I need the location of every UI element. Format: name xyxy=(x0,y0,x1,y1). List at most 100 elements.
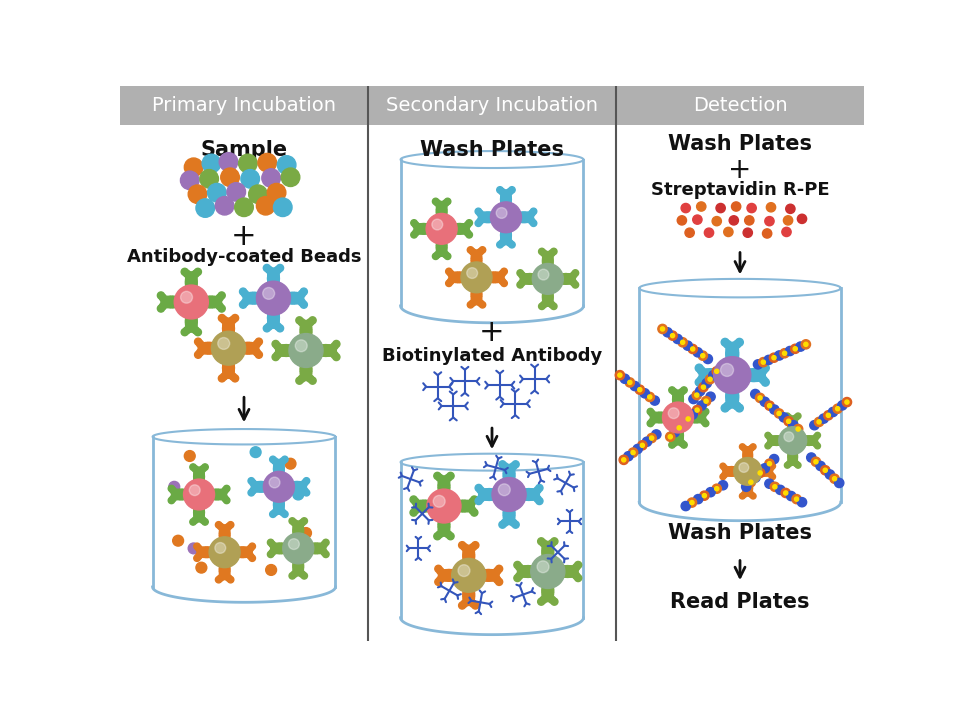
Circle shape xyxy=(516,212,527,222)
Circle shape xyxy=(673,438,680,445)
Circle shape xyxy=(838,401,847,410)
Circle shape xyxy=(331,351,338,359)
Circle shape xyxy=(804,436,814,446)
Circle shape xyxy=(295,294,301,302)
Circle shape xyxy=(766,441,773,447)
Circle shape xyxy=(223,318,234,329)
Circle shape xyxy=(518,271,525,278)
Circle shape xyxy=(256,282,291,315)
Circle shape xyxy=(569,568,576,575)
Circle shape xyxy=(570,279,577,286)
Circle shape xyxy=(439,525,449,536)
Circle shape xyxy=(423,224,433,234)
Circle shape xyxy=(788,456,798,465)
Circle shape xyxy=(745,449,751,454)
Circle shape xyxy=(729,344,736,352)
Circle shape xyxy=(759,467,769,476)
Circle shape xyxy=(297,297,303,304)
Circle shape xyxy=(161,301,168,307)
Text: Wash Plates: Wash Plates xyxy=(420,140,564,160)
Circle shape xyxy=(221,373,228,380)
Circle shape xyxy=(194,505,204,516)
Circle shape xyxy=(835,407,840,411)
Circle shape xyxy=(180,171,199,189)
Circle shape xyxy=(241,299,249,306)
Circle shape xyxy=(192,517,199,523)
Circle shape xyxy=(747,490,753,496)
Circle shape xyxy=(203,342,215,354)
Circle shape xyxy=(710,369,722,381)
Circle shape xyxy=(784,462,790,468)
Circle shape xyxy=(495,578,503,585)
Circle shape xyxy=(743,447,749,453)
Circle shape xyxy=(313,543,324,554)
Circle shape xyxy=(530,491,538,498)
Circle shape xyxy=(479,489,490,500)
Circle shape xyxy=(289,518,296,524)
Circle shape xyxy=(451,274,457,281)
Circle shape xyxy=(296,317,303,324)
Circle shape xyxy=(245,294,252,302)
Circle shape xyxy=(243,292,251,300)
Circle shape xyxy=(249,543,255,549)
Circle shape xyxy=(276,462,282,468)
Circle shape xyxy=(309,543,320,554)
Circle shape xyxy=(223,320,234,332)
Circle shape xyxy=(529,274,540,284)
Circle shape xyxy=(775,409,783,418)
Circle shape xyxy=(703,494,707,498)
Circle shape xyxy=(527,566,539,577)
Circle shape xyxy=(220,525,229,535)
Circle shape xyxy=(791,344,800,354)
Circle shape xyxy=(670,428,680,437)
Circle shape xyxy=(203,154,221,173)
Circle shape xyxy=(758,358,768,366)
Circle shape xyxy=(293,563,303,574)
Circle shape xyxy=(817,420,821,424)
Circle shape xyxy=(240,288,247,295)
Circle shape xyxy=(438,529,445,536)
Circle shape xyxy=(770,463,776,469)
Circle shape xyxy=(793,461,800,467)
Circle shape xyxy=(198,516,204,522)
Circle shape xyxy=(300,485,306,492)
Circle shape xyxy=(277,543,288,554)
Circle shape xyxy=(293,557,303,567)
Circle shape xyxy=(463,592,474,603)
Circle shape xyxy=(508,464,515,472)
Circle shape xyxy=(436,241,447,252)
Circle shape xyxy=(770,474,776,480)
Circle shape xyxy=(297,482,306,492)
Circle shape xyxy=(509,241,516,248)
Circle shape xyxy=(518,489,530,500)
Circle shape xyxy=(243,292,254,304)
Text: Detection: Detection xyxy=(693,96,787,115)
Circle shape xyxy=(788,454,798,464)
Circle shape xyxy=(690,412,702,423)
Circle shape xyxy=(668,435,672,438)
Circle shape xyxy=(503,192,509,198)
Circle shape xyxy=(500,230,512,240)
Circle shape xyxy=(542,544,554,555)
Circle shape xyxy=(688,410,697,419)
Circle shape xyxy=(784,432,794,441)
Circle shape xyxy=(793,347,798,351)
Circle shape xyxy=(293,570,300,576)
Circle shape xyxy=(765,479,774,488)
Circle shape xyxy=(215,521,222,528)
Circle shape xyxy=(218,491,225,498)
Circle shape xyxy=(503,467,515,478)
Circle shape xyxy=(296,340,307,351)
Circle shape xyxy=(485,272,495,282)
Circle shape xyxy=(745,489,751,495)
Circle shape xyxy=(184,158,203,176)
Circle shape xyxy=(268,312,279,324)
Circle shape xyxy=(228,521,234,528)
Circle shape xyxy=(455,500,468,512)
Circle shape xyxy=(188,274,195,281)
Circle shape xyxy=(785,346,795,356)
Circle shape xyxy=(528,489,540,500)
Circle shape xyxy=(463,552,474,564)
Circle shape xyxy=(527,274,538,284)
Circle shape xyxy=(256,197,275,215)
